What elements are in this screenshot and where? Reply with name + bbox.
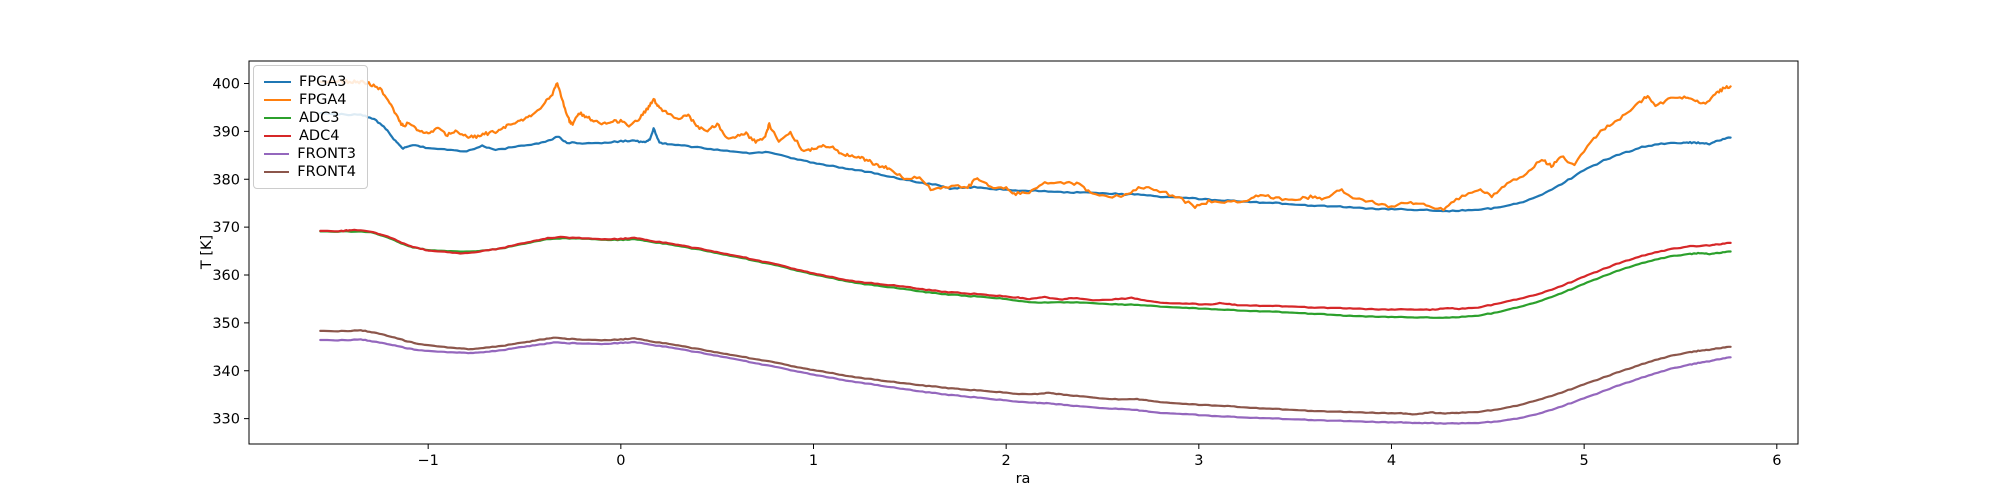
legend-label-front3: FRONT3 [297,145,356,162]
legend-item-adc4: ADC4 [264,127,356,145]
y-tick-label: 370 [212,220,240,236]
x-tick-label: 4 [1387,453,1396,469]
y-tick-label: 400 [212,77,240,93]
legend-item-fpga3: FPGA3 [264,73,356,91]
x-tick-label: 6 [1772,453,1781,469]
series-line-fpga4 [319,78,1732,212]
legend-line-sample-front4 [264,171,290,173]
legend-label-adc4: ADC4 [299,127,340,144]
legend-item-adc3: ADC3 [264,109,356,127]
legend-label-adc3: ADC3 [299,109,340,126]
legend-label-fpga3: FPGA3 [299,73,347,90]
x-tick-label: 2 [1002,453,1011,469]
x-axis-label: ra [1015,471,1031,487]
x-tick-label: 0 [616,453,625,469]
series-line-adc4 [319,228,1732,312]
x-tick-label: 5 [1580,453,1589,469]
legend-item-front3: FRONT3 [264,145,356,163]
legend-line-sample-front3 [264,153,290,155]
y-tick-label: 340 [212,364,240,380]
legend-label-front4: FRONT4 [297,163,356,180]
legend-line-sample-adc4 [264,135,291,137]
y-axis-label: T [K] [199,234,215,270]
y-tick-label: 350 [212,316,240,332]
series-line-fpga3 [319,111,1732,213]
legend-line-sample-fpga3 [264,81,291,83]
legend-item-front4: FRONT4 [264,163,356,181]
y-tick-label: 360 [212,268,240,284]
y-tick-label: 390 [212,124,240,140]
y-tick-label: 380 [212,172,240,188]
legend-line-sample-adc3 [264,117,291,119]
legend-item-fpga4: FPGA4 [264,91,356,109]
x-tick-label: 1 [809,453,818,469]
series-line-front4 [319,329,1732,416]
series-line-front3 [319,338,1732,425]
x-tick-label: −1 [417,453,438,469]
legend-label-fpga4: FPGA4 [299,91,347,108]
legend-line-sample-fpga4 [264,99,291,101]
y-tick-label: 330 [212,412,240,428]
series-line-adc3 [319,230,1732,319]
legend: FPGA3 FPGA4 ADC3 ADC4 FRONT3 FRONT4 [253,65,368,189]
plot-border [248,60,1799,445]
x-tick-label: 3 [1194,453,1203,469]
